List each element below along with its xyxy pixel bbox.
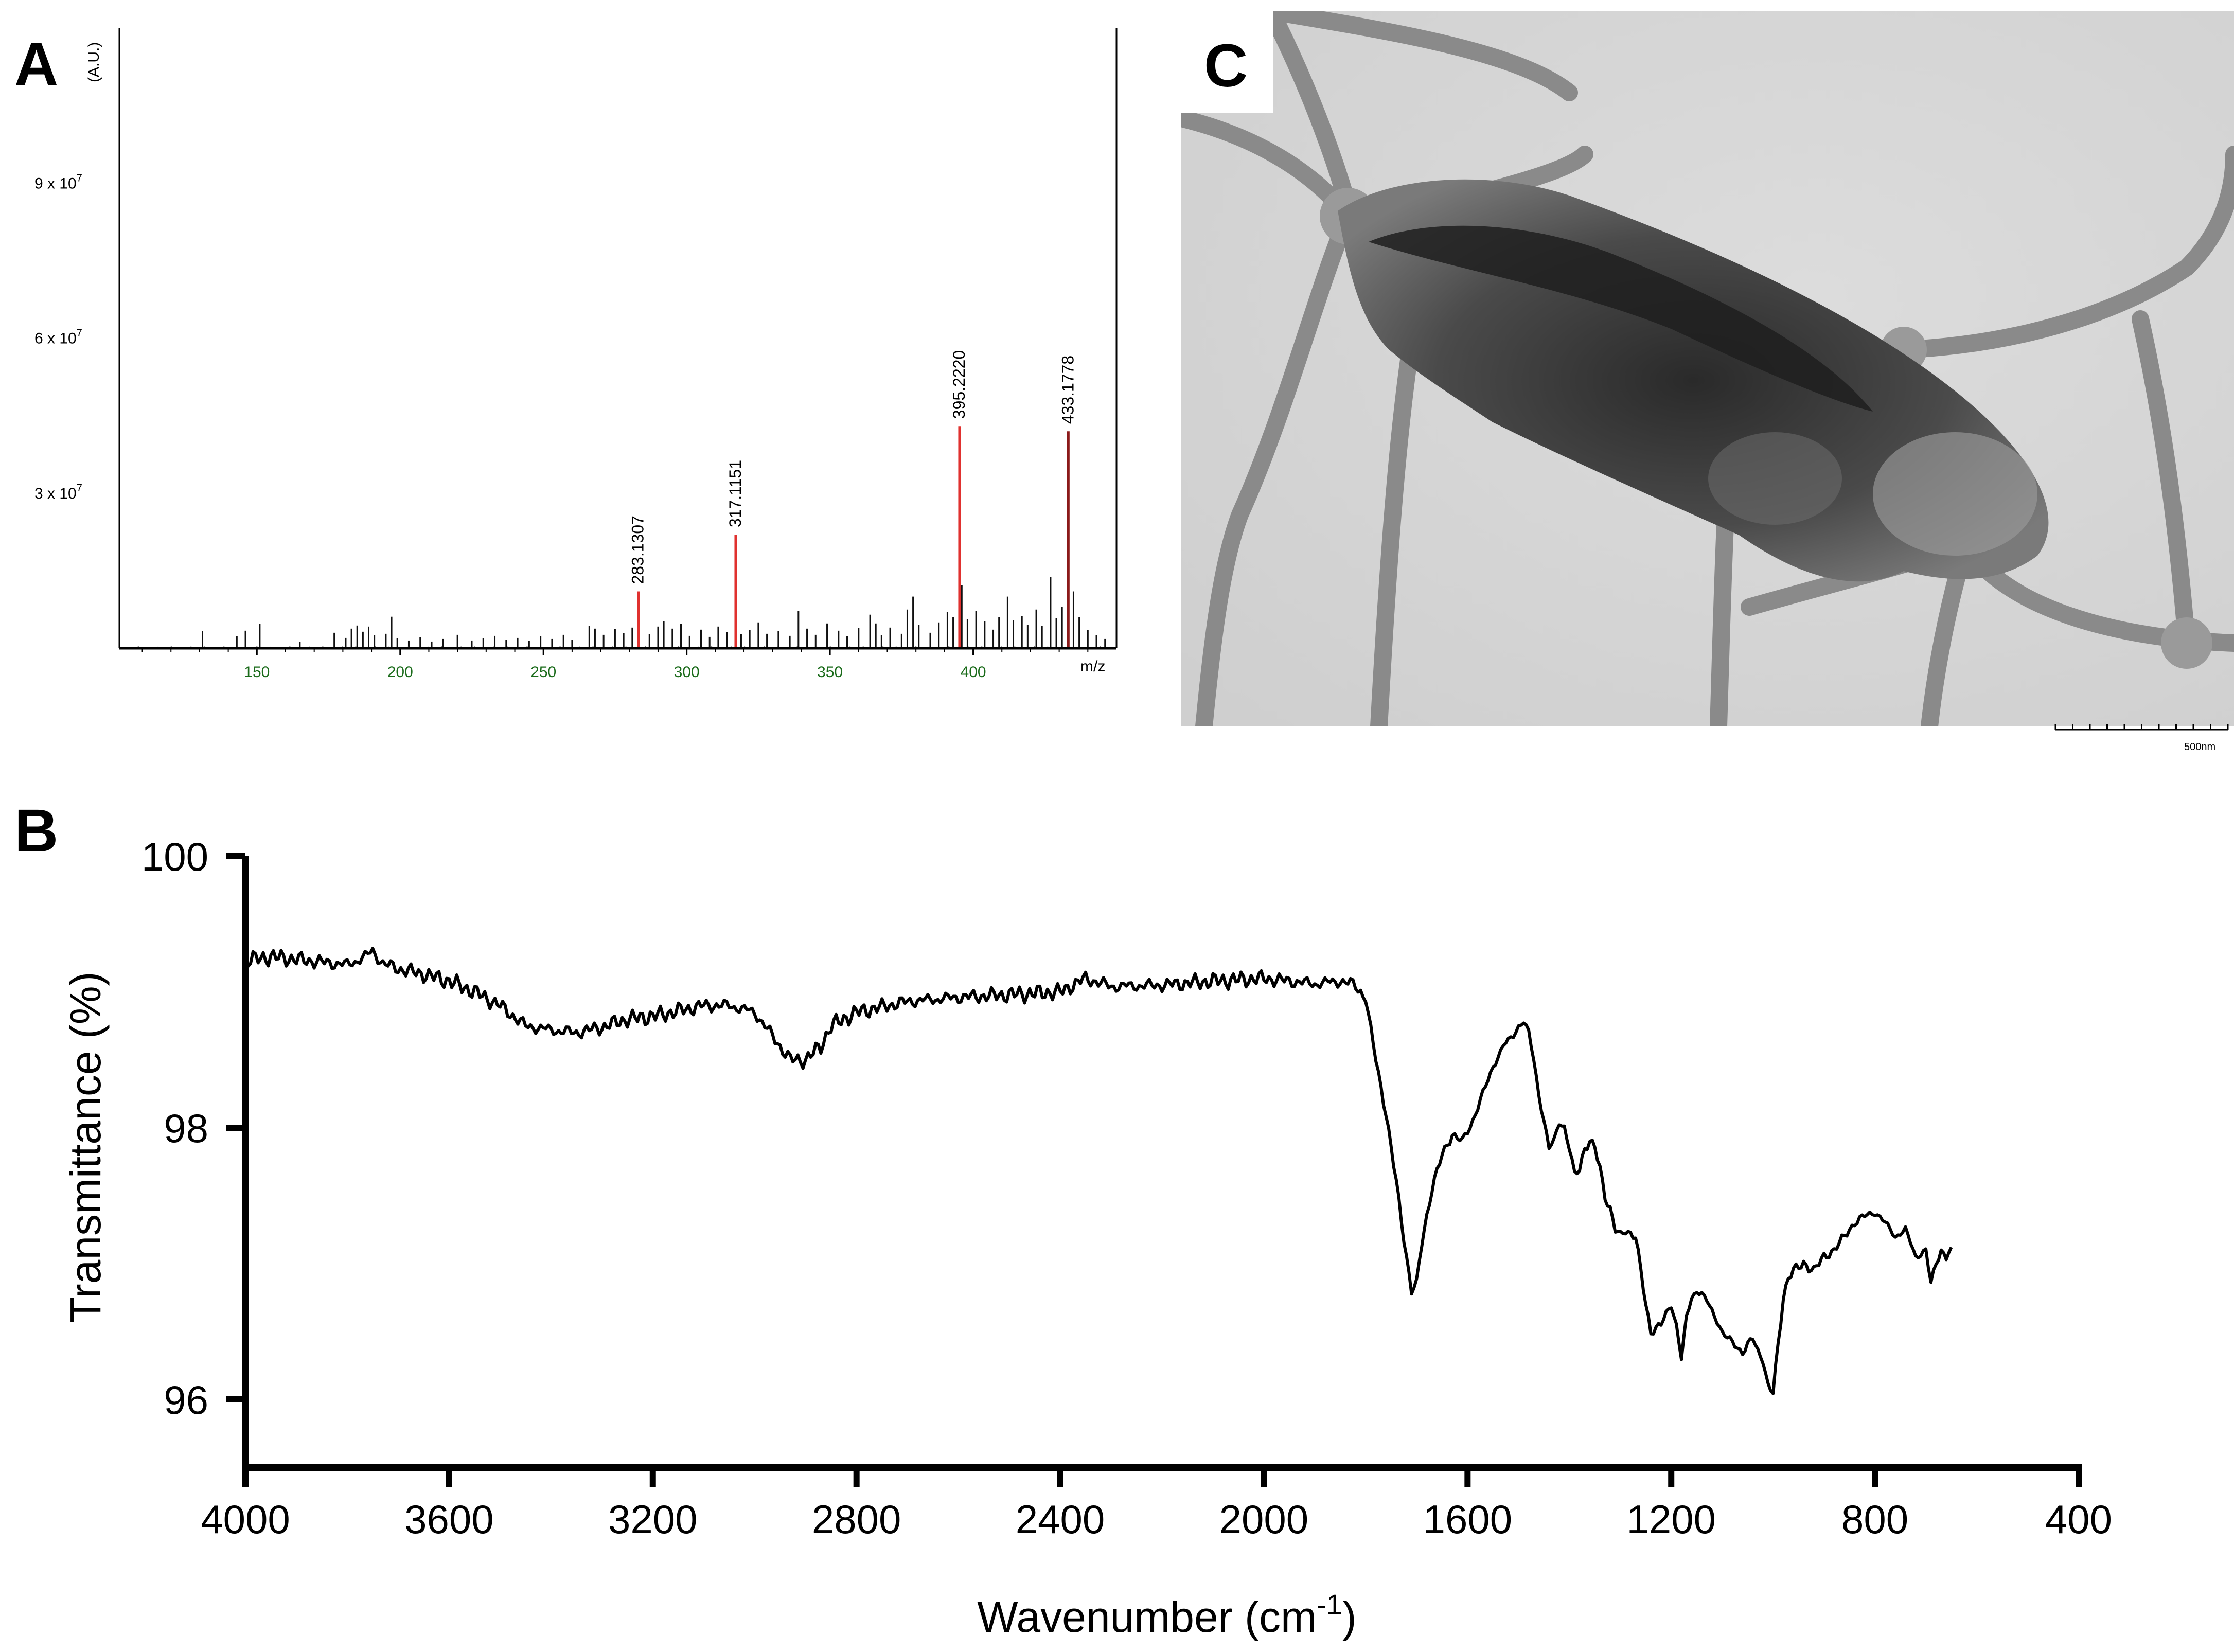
panel-a-letter: A xyxy=(14,30,58,98)
ir-x-tick-label: 800 xyxy=(1841,1497,1908,1542)
ir-y-ticks: 96 98 100 xyxy=(141,834,245,1423)
ms-y-tick-mantissa: 3 x 10 xyxy=(34,485,77,502)
ir-x-axis-label: Wavenumber (cm-1) xyxy=(977,1588,1356,1641)
ms-x-axis-label: m/z xyxy=(1080,658,1105,675)
scale-bar-label: 500nm xyxy=(2184,741,2215,753)
ir-x-axis-label-suffix: ) xyxy=(1342,1593,1357,1641)
ir-series-line xyxy=(244,947,1953,1395)
ir-x-tick-label: 400 xyxy=(2045,1497,2112,1542)
ir-x-tick-label: 1600 xyxy=(1423,1497,1513,1542)
ms-x-tick-label: 400 xyxy=(961,664,986,681)
ms-y-tick-mantissa: 6 x 10 xyxy=(34,330,77,347)
ms-y-tick-label: 9 x 107 xyxy=(34,172,82,192)
panel-c-micrograph: C 500nm xyxy=(1181,11,2234,753)
ms-y-tick-exponent: 7 xyxy=(77,328,82,339)
ms-x-tick-label: 350 xyxy=(817,664,843,681)
ir-x-tick-label: 4000 xyxy=(201,1497,290,1542)
ms-x-ticks: 150 200 250 300 350 400 xyxy=(141,648,1089,681)
ms-peak-label: 433.1778 xyxy=(1058,356,1077,424)
particle-core xyxy=(1369,225,1873,412)
ir-x-tick-label: 2400 xyxy=(1016,1497,1105,1542)
ir-x-axis-label-main: Wavenumber (cm xyxy=(977,1593,1317,1641)
ir-x-tick-label: 2800 xyxy=(812,1497,901,1542)
panel-c-letter: C xyxy=(1204,32,1248,100)
micrograph-image xyxy=(1181,11,2234,726)
ir-y-axis-label: Transmittance (%) xyxy=(61,971,110,1323)
ms-peak-label: 317.1151 xyxy=(726,460,744,527)
ms-y-tick-label: 6 x 107 xyxy=(34,328,82,347)
ir-x-tick-label: 2000 xyxy=(1219,1497,1309,1542)
panel-b-letter: B xyxy=(14,797,58,865)
ms-y-tick-label: 3 x 107 xyxy=(34,483,82,502)
ir-x-ticks: 4000 3600 3200 2800 2400 2000 1600 1200 800 400 xyxy=(201,1467,2112,1542)
scale-bar xyxy=(2054,724,2229,731)
ms-peak-label: 283.1307 xyxy=(629,516,647,584)
ir-y-tick-label: 96 xyxy=(164,1377,208,1423)
ms-y-tick-exponent: 7 xyxy=(77,172,82,184)
ms-x-tick-label: 150 xyxy=(244,664,270,681)
ir-y-tick-label: 100 xyxy=(141,834,208,879)
ms-x-tick-label: 200 xyxy=(387,664,413,681)
ir-x-tick-label: 1200 xyxy=(1626,1497,1716,1542)
ir-x-tick-label: 3200 xyxy=(608,1497,698,1542)
panel-b-ftir-spectrum: B 96 98 100 4000 3600 3200 2800 2400 2000 1600 12… xyxy=(14,797,2112,1641)
ms-y-tick-mantissa: 9 x 10 xyxy=(34,175,77,192)
ms-x-tick-label: 300 xyxy=(674,664,700,681)
particle-edge-lobe xyxy=(1873,432,2037,556)
panel-c-letter-box xyxy=(1181,11,1273,113)
ms-peak-label: 395.2220 xyxy=(950,350,968,419)
ms-highlighted-peaks: 283.1307 317.1151 395.2220 433.1778 xyxy=(629,350,1077,648)
ms-y-tick-exponent: 7 xyxy=(77,483,82,494)
ms-y-axis-label: (A.U.) xyxy=(85,42,102,82)
particle-inner-lobe xyxy=(1708,432,1842,525)
ir-x-tick-label: 3600 xyxy=(404,1497,494,1542)
ir-x-axis-label-superscript: -1 xyxy=(1317,1588,1342,1621)
ir-y-tick-label: 98 xyxy=(164,1106,208,1151)
ms-x-tick-label: 250 xyxy=(530,664,556,681)
